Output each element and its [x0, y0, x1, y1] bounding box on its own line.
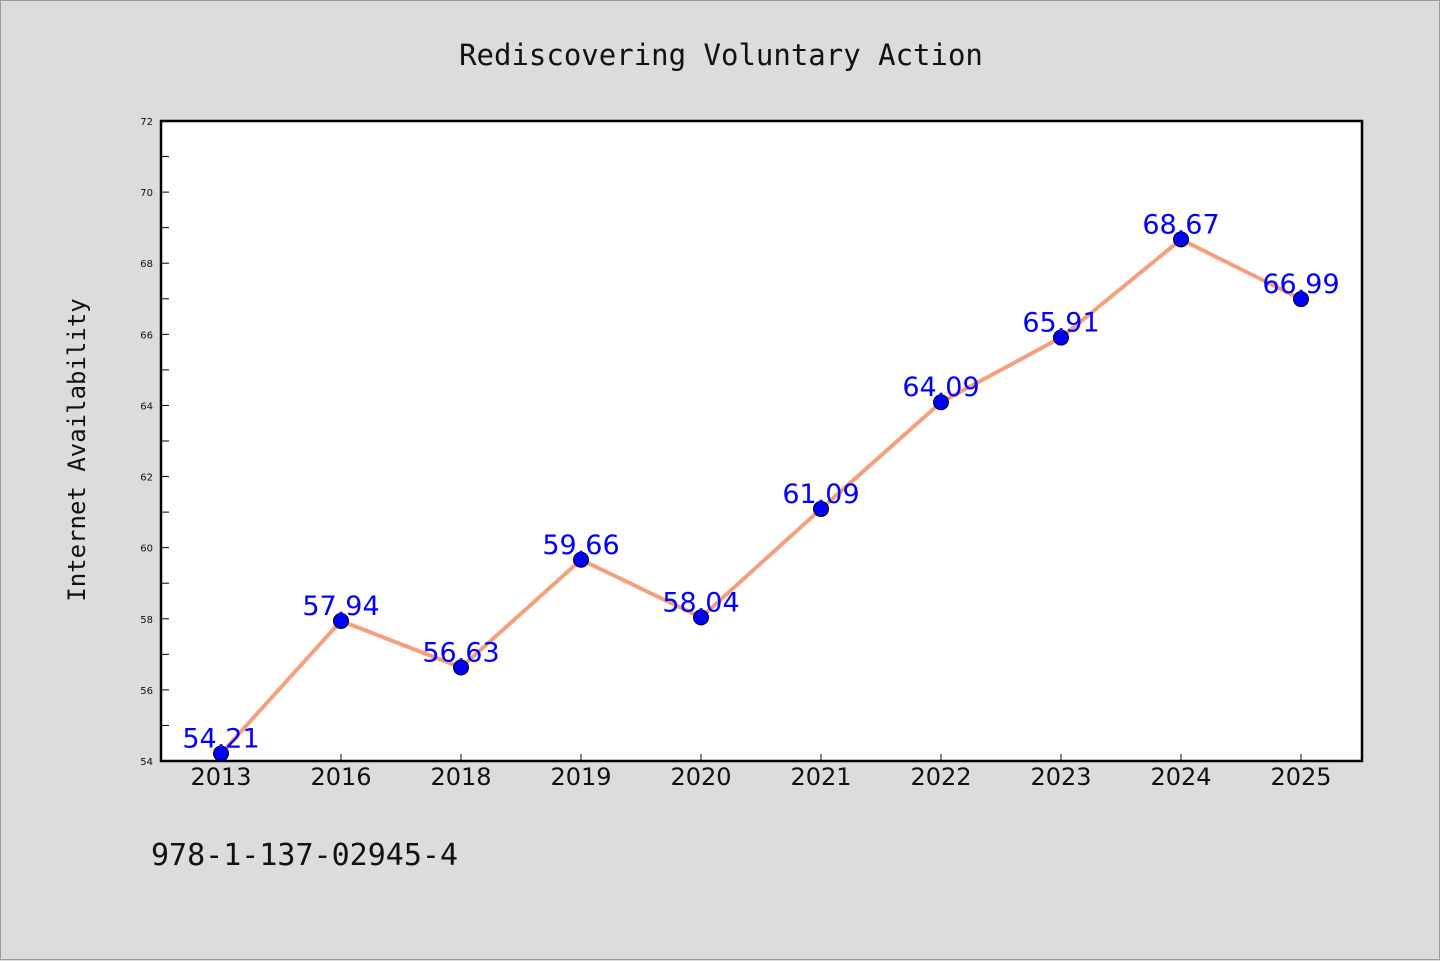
data-label: 66.99	[1262, 269, 1339, 300]
y-tick-label: 70	[140, 188, 153, 199]
data-label: 58.04	[662, 587, 739, 618]
x-tick-label: 2023	[1030, 763, 1091, 791]
series-layer	[213, 231, 1309, 762]
y-tick-label: 62	[140, 473, 153, 484]
y-tick-label: 72	[140, 117, 153, 128]
x-tick-label: 2019	[550, 763, 611, 791]
data-point	[693, 609, 709, 626]
y-tick-label: 56	[140, 686, 153, 697]
data-point	[333, 612, 349, 629]
data-label: 59.66	[542, 530, 619, 561]
data-label: 56.63	[422, 637, 499, 668]
x-tick-label: 2020	[670, 763, 731, 791]
x-tick-label: 2025	[1270, 763, 1331, 791]
data-point	[813, 500, 829, 517]
x-tick-label: 2022	[910, 763, 971, 791]
data-labels: 54.21 57.94 56.63 59.66 58.04 61.09 64.09 65.91…	[182, 209, 1339, 754]
isbn-footer: 978-1-137-02945-4	[151, 838, 458, 873]
y-axis: 54 56 58 60 62 64 66 68 70 72	[140, 117, 169, 768]
y-axis-label: Internet Availability	[63, 298, 91, 601]
x-tick-label: 2016	[310, 763, 371, 791]
data-point	[1053, 329, 1069, 346]
x-tick-label: 2013	[190, 763, 251, 791]
x-axis: 2013 2016 2018 2019 2020 2021 2022 2023 2024 2025	[190, 754, 1332, 791]
data-label: 68.67	[1142, 209, 1219, 240]
data-label: 61.09	[782, 479, 859, 510]
plot-border	[159, 119, 1364, 763]
y-tick-label: 68	[140, 259, 153, 270]
data-point	[933, 394, 949, 411]
plot-area	[161, 121, 1362, 761]
data-label: 65.91	[1022, 308, 1099, 339]
data-label: 57.94	[302, 591, 379, 622]
data-point	[573, 551, 589, 568]
x-tick-label: 2024	[1150, 763, 1211, 791]
y-tick-label: 58	[140, 615, 153, 626]
data-point	[1173, 231, 1189, 248]
x-tick-label: 2018	[430, 763, 491, 791]
y-tick-label: 66	[140, 330, 153, 341]
data-point	[1293, 291, 1309, 308]
series-line	[219, 237, 1302, 755]
chart-title: Rediscovering Voluntary Action	[459, 38, 983, 72]
x-tick-label: 2021	[790, 763, 851, 791]
data-point	[453, 659, 469, 676]
y-tick-label: 54	[140, 757, 153, 768]
y-tick-label: 64	[140, 401, 153, 412]
data-label: 64.09	[902, 372, 979, 403]
data-label: 54.21	[182, 724, 259, 755]
y-tick-label: 60	[140, 544, 153, 555]
